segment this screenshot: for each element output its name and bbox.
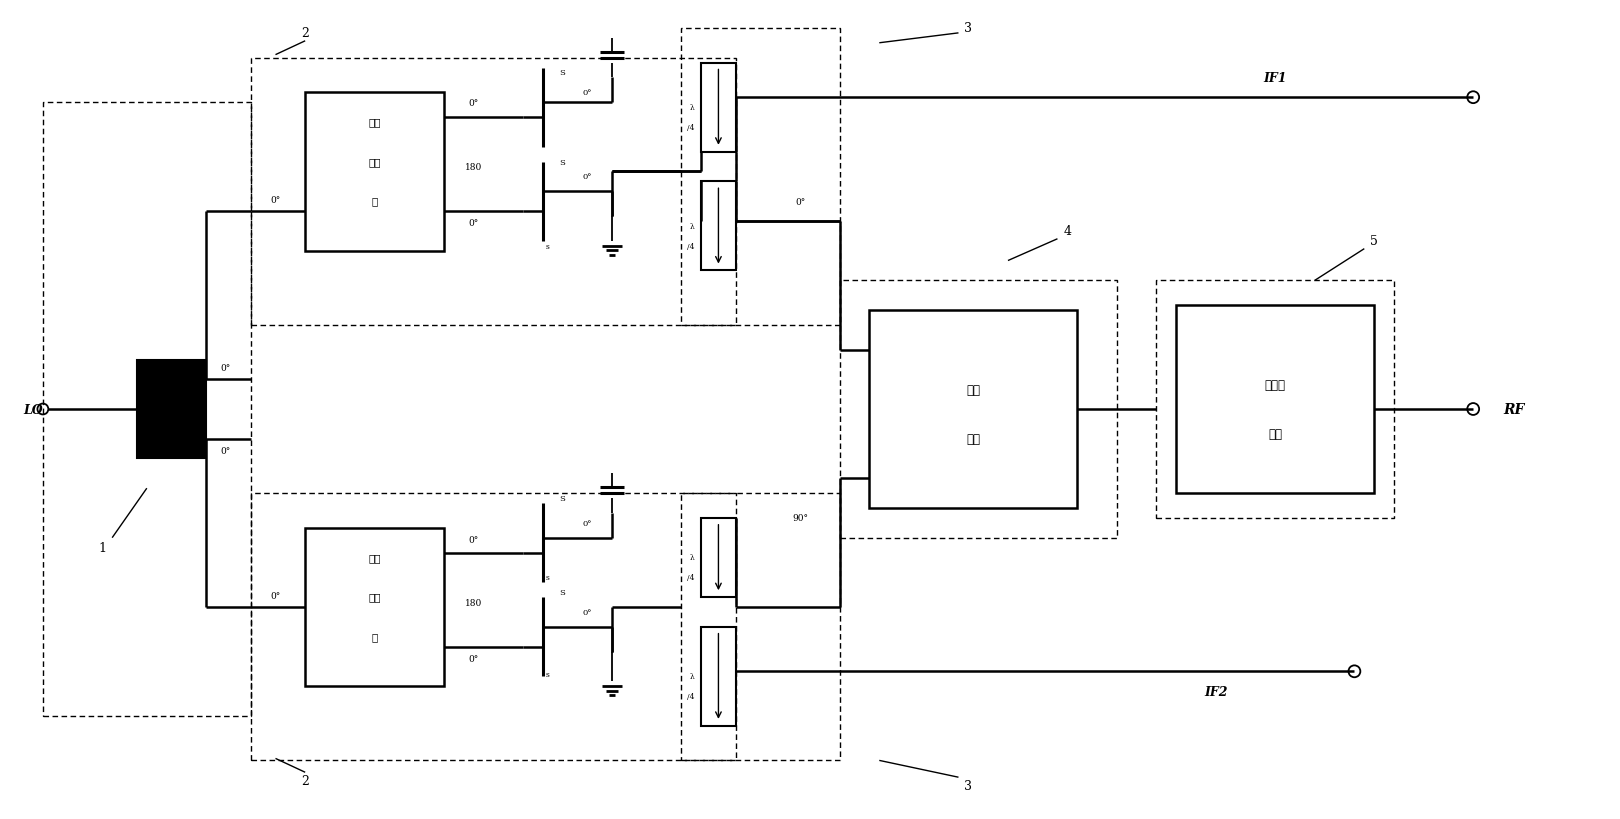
Text: /4: /4 [687, 124, 695, 132]
Text: 90°: 90° [792, 514, 808, 523]
Bar [1157, 281, 1393, 518]
Text: 0°: 0° [271, 196, 280, 205]
Text: 180: 180 [465, 163, 483, 172]
Text: 0°: 0° [468, 536, 478, 545]
Text: 2: 2 [301, 27, 309, 40]
Text: /4: /4 [687, 242, 695, 251]
Bar [701, 64, 735, 152]
Text: 0°: 0° [220, 364, 232, 373]
Bar [42, 103, 251, 716]
Bar [839, 281, 1116, 538]
Text: S: S [559, 588, 565, 596]
Bar [305, 93, 444, 251]
Text: 伦: 伦 [371, 197, 377, 206]
Text: 0°: 0° [271, 590, 280, 600]
Text: /4: /4 [687, 573, 695, 581]
Text: S: S [559, 158, 565, 166]
Text: 0°: 0° [468, 219, 478, 229]
Bar [1176, 305, 1374, 494]
Text: 0°: 0° [220, 446, 232, 455]
Text: 兰格: 兰格 [966, 383, 980, 396]
Text: 0°: 0° [583, 89, 591, 97]
Text: IF1: IF1 [1264, 72, 1286, 85]
Text: 180: 180 [465, 598, 483, 607]
Bar [305, 528, 444, 686]
Text: S: S [559, 70, 565, 77]
Text: 伦: 伦 [371, 632, 377, 641]
Text: 3: 3 [964, 22, 972, 35]
Text: s: s [546, 242, 549, 251]
Text: λ: λ [690, 104, 695, 112]
Text: λ: λ [690, 672, 695, 681]
Text: 0°: 0° [468, 654, 478, 663]
Bar [138, 360, 206, 459]
Text: λ: λ [690, 223, 695, 231]
Text: 低噪声: 低噪声 [1265, 378, 1286, 391]
Text: 5: 5 [1371, 235, 1379, 248]
Text: 电桥: 电桥 [966, 432, 980, 446]
Text: S: S [559, 495, 565, 503]
Bar [870, 310, 1077, 509]
Text: 放大: 放大 [1268, 428, 1281, 441]
Text: s: s [546, 573, 549, 581]
Bar [701, 518, 735, 597]
Bar [682, 494, 839, 761]
Bar [682, 29, 839, 325]
Bar [701, 182, 735, 271]
Text: s: s [546, 671, 549, 678]
Text: 德巴: 德巴 [368, 158, 381, 167]
Text: 2: 2 [301, 774, 309, 787]
Text: RF: RF [1503, 402, 1524, 417]
Text: 马卡: 马卡 [368, 118, 381, 127]
Text: LO: LO [23, 403, 42, 416]
Text: 0°: 0° [583, 519, 591, 527]
Text: 0°: 0° [795, 197, 805, 206]
Text: 1: 1 [99, 541, 107, 554]
Text: 4: 4 [1063, 225, 1071, 238]
Text: 0°: 0° [468, 98, 478, 107]
Text: IF2: IF2 [1204, 685, 1228, 698]
Text: 0°: 0° [583, 609, 591, 616]
Text: 0°: 0° [583, 173, 591, 181]
Text: λ: λ [690, 554, 695, 562]
Bar [701, 627, 735, 726]
Text: 3: 3 [964, 779, 972, 792]
Text: /4: /4 [687, 692, 695, 700]
Bar [251, 58, 735, 325]
Text: 马卡: 马卡 [368, 554, 381, 563]
Text: 德巴: 德巴 [368, 593, 381, 602]
Bar [251, 494, 735, 761]
